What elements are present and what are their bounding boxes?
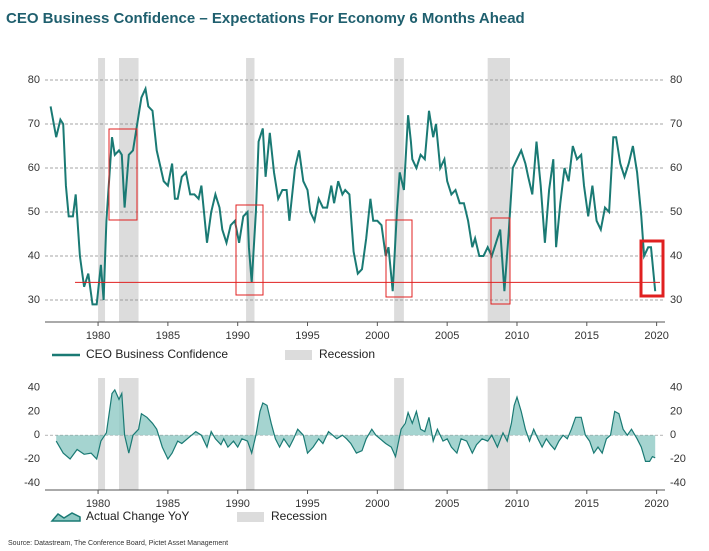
highlight-box xyxy=(490,217,511,305)
data-line xyxy=(55,388,656,462)
legend-icon xyxy=(50,512,81,522)
x-tick-label: 2000 xyxy=(365,330,389,342)
highlight-boxes xyxy=(108,128,665,305)
x-tick-label: 2020 xyxy=(644,330,668,342)
y-tick-label: 70 xyxy=(28,118,40,130)
legend-recession-swatch xyxy=(285,350,312,360)
x-tick-label: 1995 xyxy=(295,498,319,510)
recession-band xyxy=(487,58,510,322)
y-tick-label: 40 xyxy=(28,250,40,262)
y-tick-label: 0 xyxy=(34,429,40,441)
y-tick-label-right: 30 xyxy=(670,294,682,306)
y-tick-label-right: -20 xyxy=(670,453,686,465)
y-tick-label-right: 80 xyxy=(670,74,682,86)
recession-band xyxy=(98,58,106,322)
recession-band xyxy=(246,58,255,322)
recession-band xyxy=(119,58,139,322)
legend-label: Recession xyxy=(271,509,327,523)
legend-label: Recession xyxy=(319,347,375,361)
highlight-box xyxy=(385,219,413,298)
y-tick-label-right: 0 xyxy=(670,429,676,441)
x-tick-label: 1990 xyxy=(225,330,249,342)
recession-band xyxy=(246,378,255,490)
highlight-box xyxy=(235,204,264,296)
x-tick-label: 1980 xyxy=(86,330,110,342)
highlight-box xyxy=(639,239,665,298)
x-tick-label: 1995 xyxy=(295,330,319,342)
recession-band xyxy=(487,378,510,490)
x-tick-label: 2015 xyxy=(575,330,599,342)
recession-band xyxy=(119,378,139,490)
x-tick-label: 2005 xyxy=(435,330,459,342)
area-fill xyxy=(56,389,656,462)
x-tick-label: 1985 xyxy=(156,330,180,342)
y-tick-label-right: 60 xyxy=(670,162,682,174)
y-tick-label-right: 70 xyxy=(670,118,682,130)
y-tick-label-right: 20 xyxy=(670,405,682,417)
x-tick-label: 2010 xyxy=(505,498,529,510)
data-line xyxy=(49,85,657,306)
y-tick-label-right: 40 xyxy=(670,381,682,393)
y-tick-label-right: 40 xyxy=(670,250,682,262)
legend-label: CEO Business Confidence xyxy=(86,347,228,361)
x-tick-label: 1985 xyxy=(156,498,180,510)
y-tick-label: -40 xyxy=(24,477,40,489)
x-tick-label: 2020 xyxy=(644,498,668,510)
recession-band xyxy=(98,378,106,490)
recession-band xyxy=(394,378,404,490)
legend-recession-swatch xyxy=(237,512,264,522)
y-tick-label: 80 xyxy=(28,74,40,86)
x-tick-label: 2000 xyxy=(365,498,389,510)
x-tick-label: 2015 xyxy=(575,498,599,510)
x-tick-label: 2005 xyxy=(435,498,459,510)
y-tick-label: 50 xyxy=(28,206,40,218)
y-tick-label-right: -40 xyxy=(670,477,686,489)
y-tick-label: 20 xyxy=(28,405,40,417)
y-tick-label-right: 50 xyxy=(670,206,682,218)
x-tick-label: 2010 xyxy=(505,330,529,342)
y-tick-label: 60 xyxy=(28,162,40,174)
chart-title: CEO Business Confidence – Expectations F… xyxy=(6,10,525,27)
source-note: Source: Datastream, The Conference Board… xyxy=(8,540,228,547)
legend-label: Actual Change YoY xyxy=(86,509,189,523)
highlight-box xyxy=(108,128,138,221)
x-tick-label: 1980 xyxy=(86,498,110,510)
y-tick-label: 40 xyxy=(28,381,40,393)
y-tick-label: 30 xyxy=(28,294,40,306)
x-tick-label: 1990 xyxy=(225,498,249,510)
y-tick-label: -20 xyxy=(24,453,40,465)
